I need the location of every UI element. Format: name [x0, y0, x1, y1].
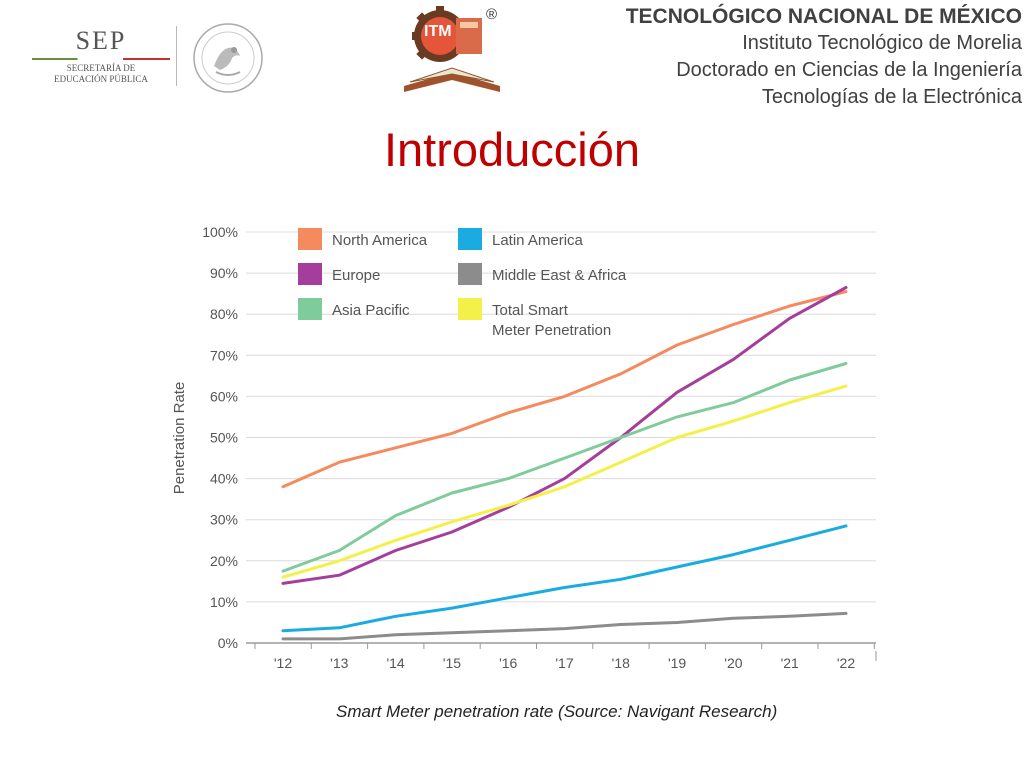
x-tick-label: '19 [668, 655, 686, 671]
sep-logo-rule [32, 58, 170, 60]
series-line-4 [281, 362, 848, 573]
x-tick-label: '18 [612, 655, 630, 671]
sep-logo-subtitle-1: SECRETARÍA DE [66, 63, 136, 73]
series-line-0 [281, 290, 848, 489]
mexico-seal-icon [193, 23, 263, 93]
x-tick-label: '15 [443, 655, 461, 671]
slide-title: Introducción [383, 123, 641, 176]
y-tick-label: 100% [202, 224, 238, 240]
x-tick-label: '20 [724, 655, 742, 671]
x-tick-label: '22 [837, 655, 855, 671]
y-axis-label: Penetration Rate [171, 382, 188, 495]
series-line-2 [281, 286, 848, 585]
institution-block: TECNOLÓGICO NACIONAL DE MÉXICO Instituto… [626, 4, 1022, 111]
legend-swatch [458, 298, 482, 320]
y-tick-label: 40% [210, 471, 238, 487]
sep-logo: SEP SECRETARÍA DE EDUCACIÓN PÚBLICA [26, 26, 176, 85]
y-tick-label: 10% [210, 594, 238, 610]
legend-swatch [298, 298, 322, 320]
header-divider [176, 26, 177, 86]
x-tick-label: '17 [555, 655, 573, 671]
institution-line-2: Instituto Tecnológico de Morelia [742, 32, 1022, 54]
chart-caption: Smart Meter penetration rate (Source: Na… [336, 702, 778, 721]
y-tick-label: 0% [218, 635, 238, 651]
y-tick-label: 60% [210, 388, 238, 404]
y-tick-label: 50% [210, 430, 238, 446]
legend-swatch [458, 263, 482, 285]
series-line-3 [281, 611, 848, 641]
legend-label: Total Smart Meter Penetration [492, 302, 611, 339]
y-tick-label: 90% [210, 265, 238, 281]
legend-label: Asia Pacific [332, 302, 410, 319]
y-tick-label: 70% [210, 347, 238, 363]
legend-label: North America [332, 232, 428, 249]
institution-line-3: Doctorado en Ciencias de la Ingeniería [676, 59, 1022, 81]
y-tick-label: 30% [210, 512, 238, 528]
legend-swatch [458, 228, 482, 250]
series-line-1 [281, 524, 848, 633]
x-tick-label: '16 [499, 655, 517, 671]
itm-logo-icon: ITM [404, 6, 500, 92]
institution-line-1: TECNOLÓGICO NACIONAL DE MÉXICO [625, 5, 1022, 28]
series-line-5 [281, 384, 848, 579]
x-tick-label: '14 [386, 655, 404, 671]
sep-logo-subtitle-2: EDUCACIÓN PÚBLICA [54, 74, 148, 84]
sep-logo-title: SEP [75, 26, 127, 55]
svg-text:ITM: ITM [424, 23, 452, 40]
legend-swatch [298, 263, 322, 285]
institution-line-4: Tecnologías de la Electrónica [761, 86, 1022, 108]
y-tick-label: 20% [210, 553, 238, 569]
legend-swatch [298, 228, 322, 250]
legend-label: Europe [332, 267, 380, 284]
legend-label: Middle East & Africa [492, 267, 627, 284]
legend-label: Latin America [492, 232, 584, 249]
x-tick-label: '21 [781, 655, 799, 671]
y-tick-label: 80% [210, 306, 238, 322]
x-tick-label: '13 [330, 655, 348, 671]
x-tick-label: '12 [274, 655, 292, 671]
registered-mark: ® [486, 6, 498, 23]
